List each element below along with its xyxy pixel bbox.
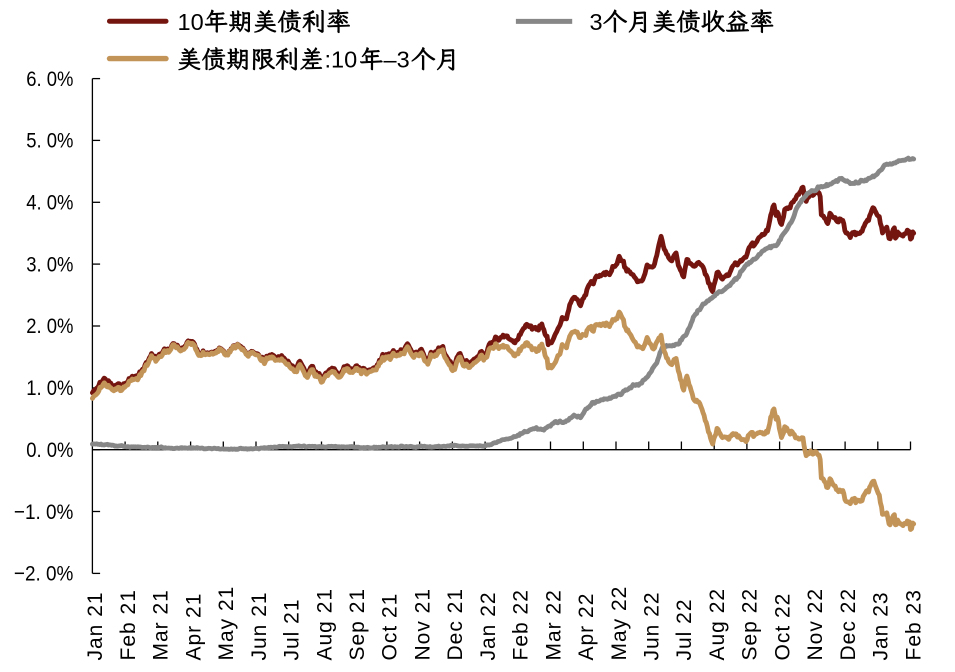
svg-text:Jan 23: Jan 23: [870, 591, 893, 660]
svg-text:May 22: May 22: [608, 586, 631, 661]
svg-text:Oct 21: Oct 21: [379, 593, 402, 661]
svg-text:–3: –3: [384, 47, 410, 73]
svg-text:Apr 21: Apr 21: [182, 593, 205, 661]
svg-text:Oct 22: Oct 22: [771, 593, 794, 661]
svg-text:−1. 0%: −1. 0%: [14, 500, 74, 524]
svg-text:Mar 22: Mar 22: [542, 589, 565, 660]
svg-text:Jul 22: Jul 22: [673, 598, 696, 660]
svg-text:Apr 22: Apr 22: [575, 593, 598, 661]
svg-text:Feb 23: Feb 23: [902, 589, 925, 660]
svg-text:Nov 22: Nov 22: [804, 588, 827, 661]
svg-text:Jan 21: Jan 21: [84, 591, 107, 660]
svg-text:Jun 22: Jun 22: [641, 591, 664, 660]
svg-text:6. 0%: 6. 0%: [26, 67, 73, 91]
svg-text:Sep 22: Sep 22: [739, 588, 762, 661]
svg-text:Dec 22: Dec 22: [837, 588, 860, 661]
svg-text:Aug 22: Aug 22: [706, 588, 729, 661]
svg-text:1. 0%: 1. 0%: [26, 376, 73, 400]
svg-text:Nov 21: Nov 21: [411, 588, 434, 661]
svg-text:Mar 21: Mar 21: [150, 589, 173, 660]
svg-text:Jun 21: Jun 21: [248, 591, 271, 660]
svg-text:Feb 22: Feb 22: [510, 589, 533, 660]
svg-text::10: :10: [325, 47, 358, 73]
svg-text:Dec 21: Dec 21: [444, 588, 467, 661]
svg-text:0. 0%: 0. 0%: [26, 438, 73, 462]
svg-text:Aug 21: Aug 21: [313, 588, 336, 661]
svg-text:4. 0%: 4. 0%: [26, 191, 73, 215]
svg-text:3: 3: [590, 9, 603, 35]
svg-text:3. 0%: 3. 0%: [26, 252, 73, 276]
svg-text:5. 0%: 5. 0%: [26, 129, 73, 153]
svg-text:Sep 21: Sep 21: [346, 588, 369, 661]
svg-text:Feb 21: Feb 21: [117, 589, 140, 660]
svg-text:10: 10: [178, 9, 204, 35]
svg-text:Jul 21: Jul 21: [281, 598, 304, 660]
svg-text:Jan 22: Jan 22: [477, 591, 500, 660]
svg-text:−2. 0%: −2. 0%: [14, 562, 74, 586]
svg-text:2. 0%: 2. 0%: [26, 314, 73, 338]
svg-text:May 21: May 21: [215, 586, 238, 661]
